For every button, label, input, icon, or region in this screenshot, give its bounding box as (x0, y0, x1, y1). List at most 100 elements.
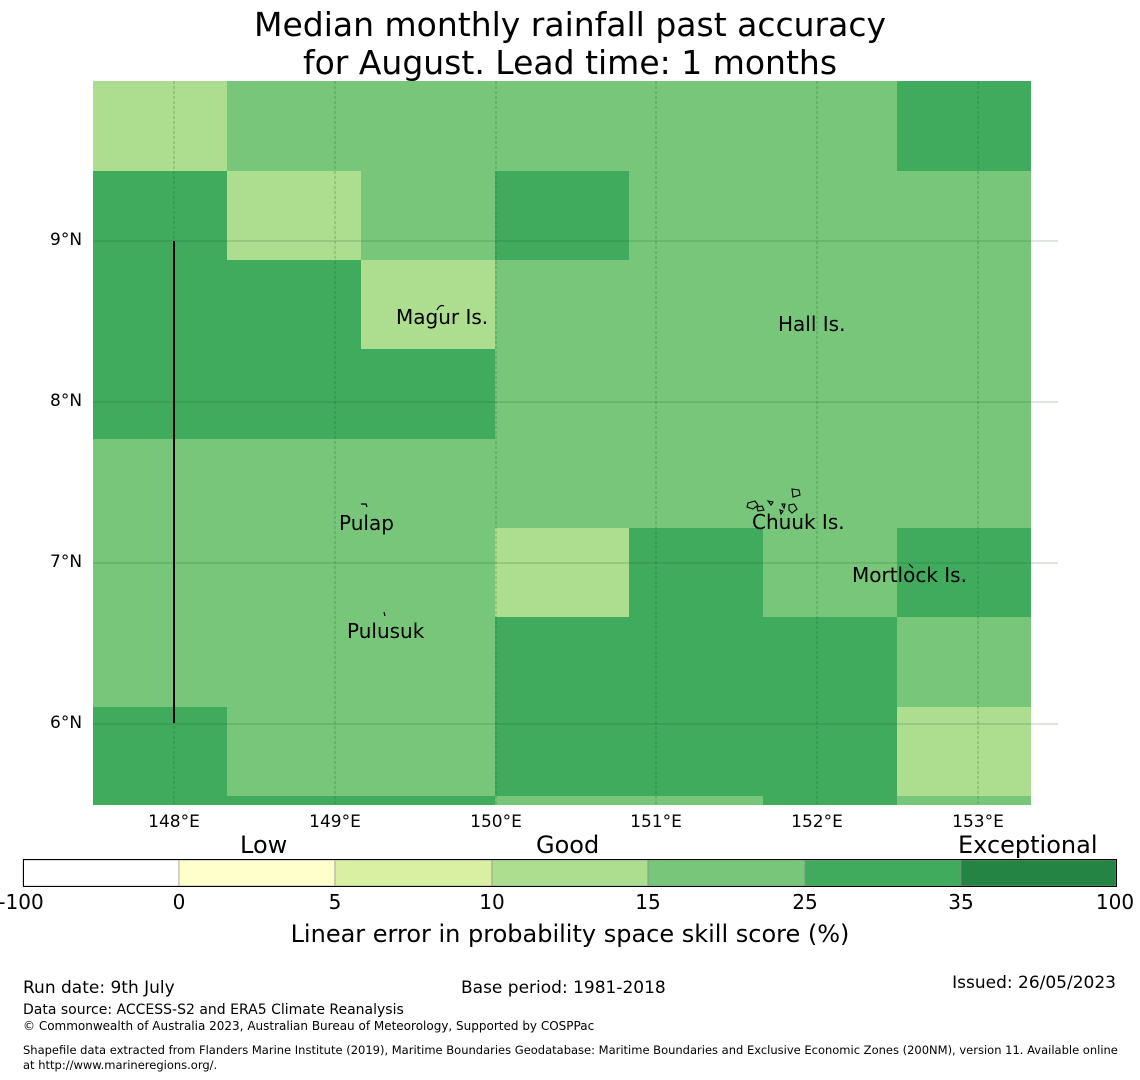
skill-cell (495, 439, 629, 528)
skill-cell (763, 260, 897, 349)
colorbar-frame (23, 859, 1117, 887)
skill-cell (93, 349, 227, 439)
island-label-magur: Magur Is. (396, 305, 489, 329)
skill-cell (361, 796, 495, 805)
skill-cell (763, 171, 897, 260)
skill-cell (763, 81, 897, 171)
mortlock-island-outline (908, 563, 914, 569)
copyright-notice: © Commonwealth of Australia 2023, Austra… (23, 1019, 595, 1033)
pulap-island-outline (361, 503, 368, 508)
skill-cell (629, 707, 763, 796)
skill-cell (629, 439, 763, 528)
colorbar-segment (804, 859, 962, 887)
skill-cell (629, 349, 763, 439)
island-label-pulap: Pulap (339, 511, 394, 535)
colorbar-segment (334, 859, 493, 887)
colorbar-segment (491, 859, 649, 887)
skill-cell (227, 260, 361, 349)
lon-tick-149e: 149°E (309, 812, 361, 832)
skill-cell (227, 528, 361, 617)
island-label-mortlock: Mortlock Is. (852, 563, 967, 587)
skill-cell (897, 707, 1031, 796)
colorbar-tick: 5 (328, 890, 342, 914)
colorbar-segment (178, 859, 336, 887)
shapefile-credit: Shapefile data extracted from Flanders M… (23, 1043, 1118, 1072)
lon-tick-148e: 148°E (148, 812, 200, 832)
lon-tick-150e: 150°E (470, 812, 522, 832)
magur-island-outline (436, 304, 445, 311)
category-low: Low (240, 831, 288, 859)
skill-cell (495, 81, 629, 171)
island-label-pulusuk: Pulusuk (347, 619, 425, 643)
skill-cell (495, 796, 629, 805)
skill-cell (361, 617, 495, 707)
skill-cell (93, 171, 227, 260)
skill-cell (227, 439, 361, 528)
colorbar-tick: -100 (0, 890, 44, 914)
skill-cell (763, 617, 897, 707)
colorbar-tick: 0 (172, 890, 186, 914)
chuuk-lagoon-islands (746, 488, 801, 516)
colorbar-segment (647, 859, 806, 887)
skill-cell (495, 617, 629, 707)
skill-cell (227, 707, 361, 796)
lat-tick-9n: 9°N (50, 230, 83, 250)
skill-cell (629, 81, 763, 171)
skill-cell (897, 617, 1031, 707)
island-label-chuuk: Chuuk Is. (752, 510, 845, 534)
skill-cell (93, 81, 227, 171)
skill-cell (495, 171, 629, 260)
skill-cell (495, 260, 629, 349)
run-date: Run date: 9th July (23, 978, 175, 998)
colorbar-tick: 35 (948, 890, 974, 914)
skill-cell (93, 528, 227, 617)
skill-cell (629, 171, 763, 260)
skill-cell (361, 439, 495, 528)
skill-cell (227, 171, 361, 260)
lon-tick-151e: 151°E (630, 812, 682, 832)
skill-cell (227, 81, 361, 171)
lat-tick-6n: 6°N (50, 713, 83, 733)
skill-cell (763, 439, 897, 528)
colorbar-segment (22, 859, 180, 887)
skill-cell (629, 796, 763, 805)
skill-cell (227, 617, 361, 707)
map-title-line-1: Median monthly rainfall past accuracy (253, 5, 887, 44)
skill-cell (495, 349, 629, 439)
skill-cell (897, 528, 1031, 617)
lat-tick-7n: 7°N (50, 552, 83, 572)
skill-cell (361, 528, 495, 617)
map-title-line-2: for August. Lead time: 1 months (302, 43, 838, 82)
skill-cell (897, 439, 1031, 528)
skill-cell (897, 796, 1031, 805)
data-source: Data source: ACCESS-S2 and ERA5 Climate … (23, 1002, 404, 1018)
island-label-hall: Hall Is. (778, 312, 846, 336)
base-period: Base period: 1981-2018 (461, 978, 666, 998)
colorbar-segment (960, 859, 1117, 887)
skill-cell (93, 796, 227, 805)
category-good: Good (536, 831, 600, 859)
skill-cell (227, 349, 361, 439)
skill-cell (763, 796, 897, 805)
skill-cell (93, 260, 227, 349)
issued-date: Issued: 26/05/2023 (952, 973, 1116, 993)
skill-cell (361, 81, 495, 171)
pulusuk-island-outline (383, 611, 386, 617)
skill-cell (629, 260, 763, 349)
colorbar-label: Linear error in probability space skill … (290, 920, 850, 948)
skill-cell (897, 171, 1031, 260)
colorbar-tick: 25 (792, 890, 818, 914)
skill-cell (763, 707, 897, 796)
skill-grid (93, 81, 1031, 805)
skill-cell (897, 81, 1031, 171)
colorbar-tick: 100 (1095, 890, 1135, 914)
skill-cell (897, 260, 1031, 349)
lat-tick-8n: 8°N (50, 391, 83, 411)
skill-cell (93, 439, 227, 528)
lon-tick-153e: 153°E (952, 812, 1004, 832)
skill-cell (361, 260, 495, 349)
skill-cell (629, 617, 763, 707)
skill-cell (93, 707, 227, 796)
skill-cell (361, 349, 495, 439)
